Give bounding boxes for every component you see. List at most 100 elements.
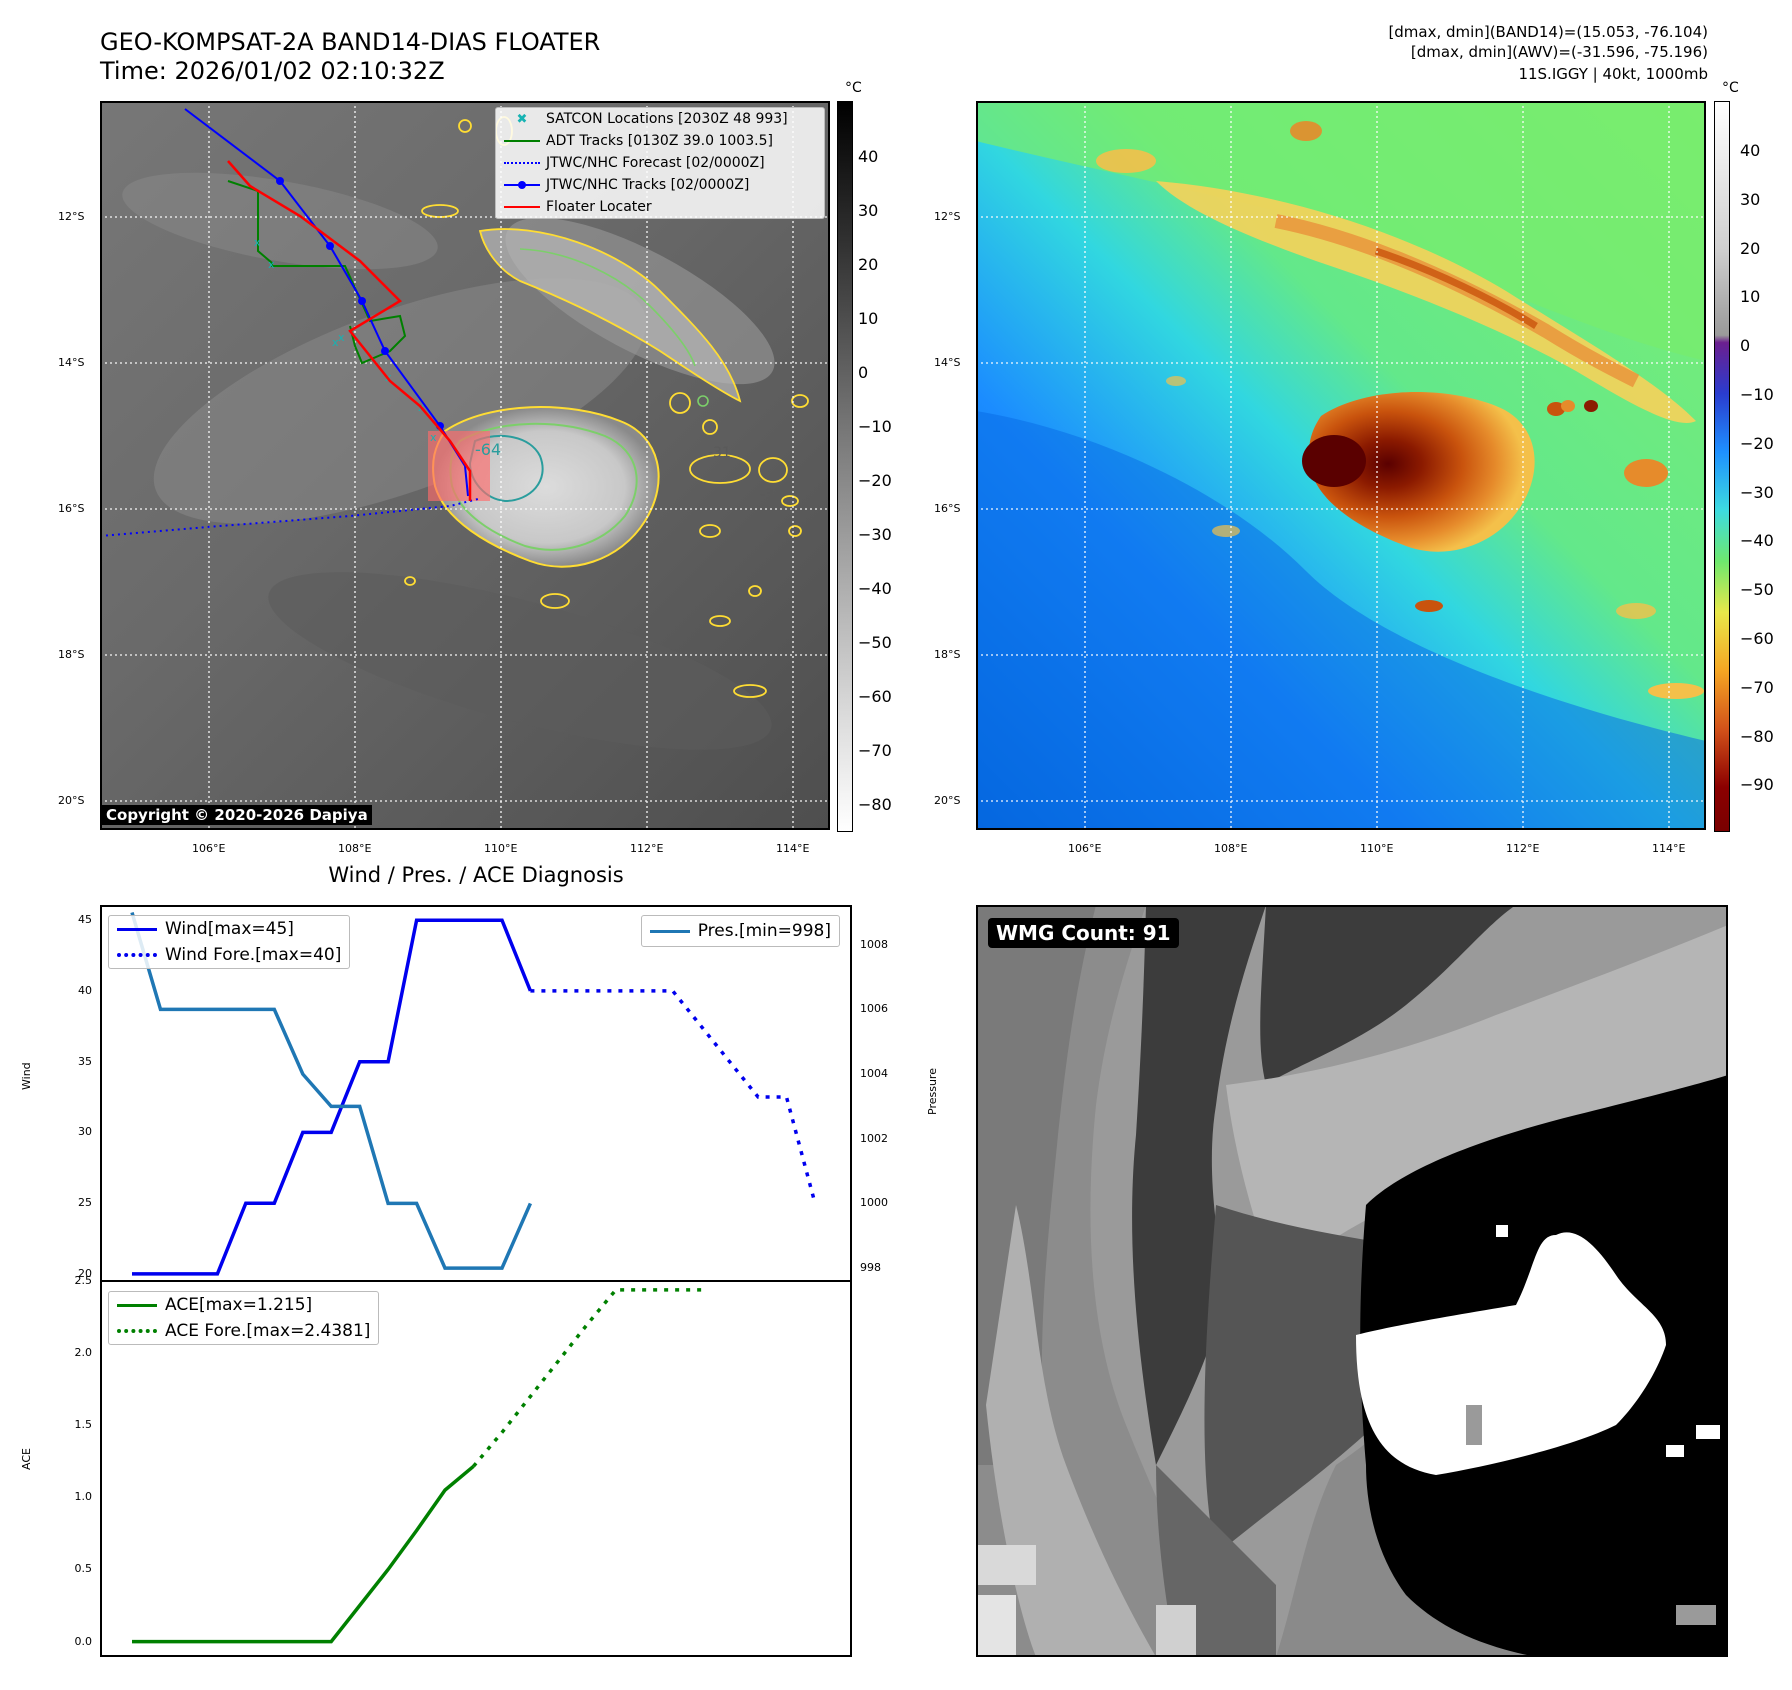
lon-tick: 114°E xyxy=(1652,842,1686,855)
axis-tick-label: 1.5 xyxy=(74,1418,93,1432)
wind-axis-label: Wind xyxy=(20,1062,33,1090)
lon-tick: 114°E xyxy=(776,842,810,855)
color-map-gridlines xyxy=(976,101,1706,830)
wmg-image xyxy=(976,905,1728,1657)
legend-jtwc: JTWC/NHC Tracks [02/0000Z] xyxy=(496,174,824,196)
series-line xyxy=(130,912,533,1270)
colorbar-tick-label: 30 xyxy=(858,201,879,220)
diagnosis-title: Wind / Pres. / ACE Diagnosis xyxy=(328,863,624,887)
colorbar-tick-label: −90 xyxy=(1740,775,1774,795)
series-line xyxy=(530,989,817,1204)
copyright-label: Copyright © 2020-2026 Dapiya xyxy=(102,805,372,825)
colorbar-tick-label: −50 xyxy=(858,633,892,652)
colorbar-tick-label: −70 xyxy=(1740,677,1774,697)
lon-tick: 108°E xyxy=(338,842,372,855)
track-legend: ✖ SATCON Locations [2030Z 48 993] ADT Tr… xyxy=(495,107,825,219)
legend-ace: ACE[max=1.215] xyxy=(109,1292,378,1318)
axis-tick-label: 1.0 xyxy=(74,1490,93,1504)
diagnosis-plot xyxy=(100,905,852,1657)
ace-axis-label: ACE xyxy=(20,1448,33,1470)
legend-floater-label: Floater Locater xyxy=(546,199,652,215)
jtwc-forecast-track xyxy=(99,498,479,537)
legend-forecast-label: JTWC/NHC Forecast [02/0000Z] xyxy=(546,155,765,171)
lat-tick: 20°S xyxy=(934,794,961,807)
color-colorbar xyxy=(1714,101,1730,832)
chart-time: Time: 2026/01/02 02:10:32Z xyxy=(100,57,445,85)
lat-tick: 18°S xyxy=(934,648,961,661)
jtwc-line-icon xyxy=(504,181,540,189)
contour-label-b: -31 xyxy=(708,445,731,461)
series-line xyxy=(472,1288,702,1468)
colorbar-tick-label: −60 xyxy=(1740,629,1774,648)
legend-wind-fore-label: Wind Fore.[max=40] xyxy=(165,945,342,965)
legend-satcon: ✖ SATCON Locations [2030Z 48 993] xyxy=(496,108,824,130)
axis-tick-label: 998 xyxy=(860,1261,881,1275)
colorbar-tick-label: −50 xyxy=(1740,580,1774,600)
lat-tick: 16°S xyxy=(58,502,85,515)
floater-line-icon xyxy=(504,206,540,208)
legend-pres: Pres.[min=998] xyxy=(642,916,839,946)
pres-legend: Pres.[min=998] xyxy=(640,915,840,947)
axis-tick-label: 2.5 xyxy=(74,1274,93,1287)
axis-tick-label: 1004 xyxy=(860,1067,888,1081)
axis-tick-label: 45 xyxy=(78,913,92,927)
series-line xyxy=(132,1464,475,1644)
svg-text:x: x xyxy=(332,336,339,349)
floater-box xyxy=(428,431,490,501)
lon-tick: 106°E xyxy=(1068,842,1102,855)
legend-ace-fore: ACE Fore.[max=2.4381] xyxy=(109,1318,378,1344)
colorbar-tick-label: −30 xyxy=(1740,482,1774,502)
colorbar-tick-label: −80 xyxy=(1740,726,1774,746)
contour-label-c: -37 xyxy=(760,487,783,503)
series-line xyxy=(132,918,533,1276)
colorbar-tick-label: −20 xyxy=(1740,433,1774,453)
lon-tick: 108°E xyxy=(1214,842,1248,855)
svg-text:x: x xyxy=(430,431,437,444)
axis-tick-label: 25 xyxy=(78,1196,92,1210)
axis-tick-label: 1000 xyxy=(860,1196,888,1210)
adt-track xyxy=(227,180,407,365)
lon-tick: 110°E xyxy=(1360,842,1394,855)
axis-tick-label: 1008 xyxy=(860,937,888,951)
lat-tick: 14°S xyxy=(58,356,85,369)
colorbar-tick-label: 20 xyxy=(1740,238,1761,258)
lon-tick: 106°E xyxy=(192,842,226,855)
wind-legend: Wind[max=45] Wind Fore.[max=40] xyxy=(108,915,351,969)
axis-tick-label: 1002 xyxy=(860,1131,888,1145)
colorbar-tick-label: −70 xyxy=(858,741,892,760)
axis-tick-label: 1006 xyxy=(860,1002,888,1016)
ir-map-frame xyxy=(100,101,830,830)
lat-tick: 16°S xyxy=(934,502,961,515)
axis-tick-label: 35 xyxy=(78,1054,92,1068)
ace-fore-line-icon xyxy=(117,1329,157,1333)
satcon-marker-icon: ✖ xyxy=(516,111,528,127)
forecast-line-icon xyxy=(504,162,540,164)
colorbar-tick-label: 20 xyxy=(858,255,879,274)
legend-ace-label: ACE[max=1.215] xyxy=(165,1295,313,1315)
colorbar-tick-label: 10 xyxy=(858,309,879,328)
lat-tick: 20°S xyxy=(58,794,85,807)
wmg-panel: WMG Count: 91 xyxy=(976,905,1728,1657)
legend-jtwc-label: JTWC/NHC Tracks [02/0000Z] xyxy=(546,177,750,193)
color-map-image xyxy=(976,101,1706,830)
wind-fore-line-icon xyxy=(117,953,157,957)
ace-legend: ACE[max=1.215] ACE Fore.[max=2.4381] xyxy=(108,1291,380,1345)
lat-tick: 18°S xyxy=(58,648,85,661)
legend-wind-label: Wind[max=45] xyxy=(165,919,294,939)
colorbar-tick-label: 30 xyxy=(1740,189,1761,209)
info-awv: [dmax, dmin](AWV)=(-31.596, -75.196) xyxy=(1410,43,1708,61)
chart-title: GEO-KOMPSAT-2A BAND14-DIAS FLOATER xyxy=(100,28,601,56)
colorbar-tick-label: −10 xyxy=(858,417,892,436)
legend-adt: ADT Tracks [0130Z 39.0 1003.5] xyxy=(496,130,824,152)
colorbar-tick-label: −60 xyxy=(858,687,892,706)
colorbar-tick-label: 10 xyxy=(1740,287,1761,307)
legend-ace-fore-label: ACE Fore.[max=2.4381] xyxy=(165,1321,371,1341)
gray-colorbar-unit: °C xyxy=(845,80,862,96)
svg-text:x: x xyxy=(268,258,275,271)
legend-satcon-label: SATCON Locations [2030Z 48 993] xyxy=(546,111,788,127)
lon-tick: 110°E xyxy=(484,842,518,855)
lat-tick: 12°S xyxy=(934,210,961,223)
lat-tick: 14°S xyxy=(934,356,961,369)
